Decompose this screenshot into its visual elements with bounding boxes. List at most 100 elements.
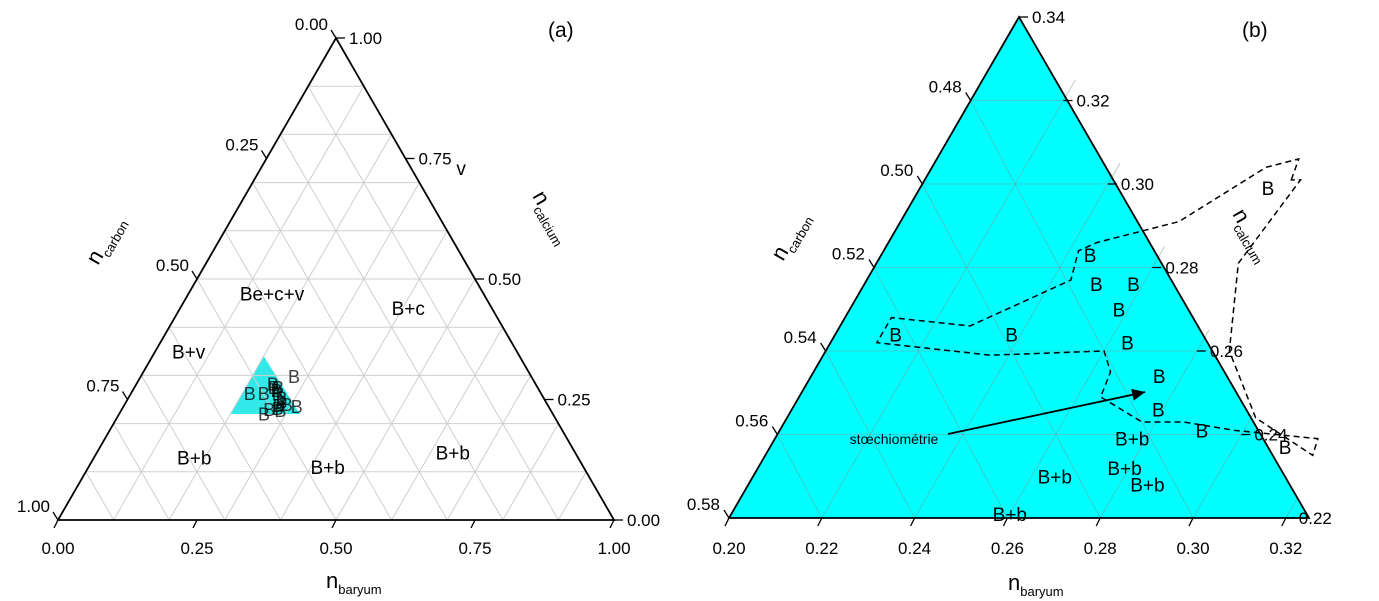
region-label: B+b bbox=[177, 448, 211, 469]
cluster-point: B bbox=[267, 375, 279, 395]
annotation-arrow-shaft bbox=[947, 391, 1146, 435]
gridline bbox=[85, 471, 115, 521]
left-tick bbox=[52, 511, 59, 521]
right-tick-label: 0.50 bbox=[488, 270, 521, 289]
bottom-tick bbox=[1188, 517, 1194, 527]
annotation-label: stœchiométrie bbox=[850, 431, 939, 447]
right-tick-label: 0.34 bbox=[1032, 8, 1065, 27]
left-tick-label: 1.00 bbox=[17, 497, 50, 516]
bottom-tick bbox=[192, 519, 198, 529]
gridline bbox=[557, 471, 587, 521]
right-tick-label: 0.75 bbox=[419, 150, 452, 169]
bottom-tick-label: 0.30 bbox=[1176, 539, 1209, 558]
gridline bbox=[821, 79, 1076, 519]
left-tick bbox=[965, 92, 972, 101]
single-phase-region-outline bbox=[875, 157, 1319, 457]
cluster-point: B bbox=[272, 399, 284, 419]
left-tick bbox=[191, 270, 198, 280]
left-tick-label: 0.50 bbox=[156, 256, 189, 275]
left-tick-label: 0.25 bbox=[225, 136, 258, 155]
gridline bbox=[1099, 329, 1210, 519]
right-tick-label: 0.32 bbox=[1076, 92, 1109, 111]
ternary-panel-a: 0.00 0.00 0.00 0.25 0.25 0.25 0.50 0.50 0.50 0.75… bbox=[17, 15, 660, 597]
left-tick-label: 0.56 bbox=[735, 412, 768, 431]
cluster-point: B bbox=[258, 404, 270, 424]
gridline bbox=[140, 375, 226, 521]
left-axis-title: ncarbon bbox=[81, 211, 132, 271]
bottom-tick-label: 0.26 bbox=[991, 539, 1024, 558]
region-label: B+b bbox=[436, 444, 470, 465]
left-axis-title: ncarbon bbox=[766, 207, 817, 267]
data-point-label: B bbox=[1084, 246, 1097, 267]
bottom-tick bbox=[470, 519, 476, 529]
right-axis-title-subscript: calcium bbox=[1230, 222, 1265, 268]
cluster-point: B bbox=[291, 397, 303, 417]
cluster-point: B bbox=[274, 401, 286, 421]
cluster-point: B bbox=[268, 378, 280, 398]
cluster-point: B bbox=[263, 400, 275, 420]
bottom-tick-label: 0.20 bbox=[712, 539, 745, 558]
gridline bbox=[921, 183, 1101, 519]
data-point-label: B+b bbox=[993, 505, 1027, 526]
gridline bbox=[1192, 413, 1254, 519]
bottom-tick-label: 1.00 bbox=[597, 539, 630, 558]
left-tick-label: 0.54 bbox=[784, 328, 817, 347]
data-point-label: B bbox=[1279, 438, 1292, 459]
right-axis-title-subscript: calcium bbox=[530, 204, 565, 250]
left-tick bbox=[260, 150, 268, 159]
bottom-tick-label: 0.25 bbox=[180, 539, 213, 558]
bottom-tick bbox=[1002, 517, 1008, 527]
bottom-tick bbox=[1281, 517, 1287, 527]
bottom-tick bbox=[817, 517, 823, 527]
gridline bbox=[335, 278, 476, 521]
gridline bbox=[196, 278, 337, 521]
region-label: Be+c+v bbox=[240, 284, 305, 305]
left-axis-title-subscript: carbon bbox=[784, 214, 817, 256]
cluster-point: B bbox=[281, 395, 293, 415]
left-tick bbox=[121, 391, 129, 400]
bottom-axis-title-subscript: baryum bbox=[338, 582, 381, 597]
data-point-label: B bbox=[1121, 334, 1134, 355]
data-point-label: B bbox=[1196, 421, 1209, 442]
right-tick-label: 0.22 bbox=[1299, 509, 1332, 528]
left-tick-label: 0.75 bbox=[86, 377, 119, 396]
ternary-panel-b: 0.20 0.22 0.24 0.26 0.28 0.30 0.32 0.34 0.32 0.30… bbox=[687, 8, 1332, 599]
data-point-label: B+b bbox=[1038, 467, 1072, 488]
data-point-label: B bbox=[1127, 275, 1140, 296]
bottom-tick-label: 0.50 bbox=[319, 539, 352, 558]
bottom-tick-label: 0.22 bbox=[805, 539, 838, 558]
left-axis-title-subscript: carbon bbox=[99, 218, 132, 260]
cluster-point: B bbox=[272, 385, 284, 405]
data-point-label: B+b bbox=[1115, 430, 1149, 451]
cluster-point: B bbox=[276, 389, 288, 409]
left-tick-label: 0.00 bbox=[295, 15, 328, 34]
panel-label: (a) bbox=[548, 19, 574, 42]
bottom-tick bbox=[910, 517, 916, 527]
bottom-tick-label: 0.75 bbox=[458, 539, 491, 558]
gridline bbox=[307, 85, 559, 521]
left-tick bbox=[330, 29, 337, 39]
cluster-point: B bbox=[244, 384, 256, 404]
gridline bbox=[970, 100, 1194, 519]
gridline bbox=[776, 434, 823, 519]
bottom-tick-label: 0.32 bbox=[1269, 539, 1302, 558]
left-tick bbox=[868, 259, 875, 268]
gridline bbox=[168, 326, 281, 521]
bottom-tick bbox=[1095, 517, 1101, 527]
bottom-axis-title: nbaryum bbox=[326, 568, 382, 597]
gridline bbox=[1007, 246, 1165, 519]
bottom-tick bbox=[609, 519, 615, 529]
annotation-arrow-head bbox=[1131, 388, 1146, 401]
left-tick-label: 0.58 bbox=[687, 495, 720, 514]
panel-label: (b) bbox=[1242, 19, 1268, 42]
data-point-label: B bbox=[1005, 325, 1018, 346]
gridline bbox=[825, 350, 915, 519]
left-tick bbox=[723, 509, 730, 519]
gridline bbox=[224, 182, 420, 521]
right-tick-label: 0.25 bbox=[558, 391, 591, 410]
data-point-label: B bbox=[1262, 179, 1275, 200]
cluster-point: B bbox=[258, 384, 270, 404]
bottom-tick-label: 0.00 bbox=[41, 539, 74, 558]
cluster-point: B bbox=[288, 367, 300, 387]
